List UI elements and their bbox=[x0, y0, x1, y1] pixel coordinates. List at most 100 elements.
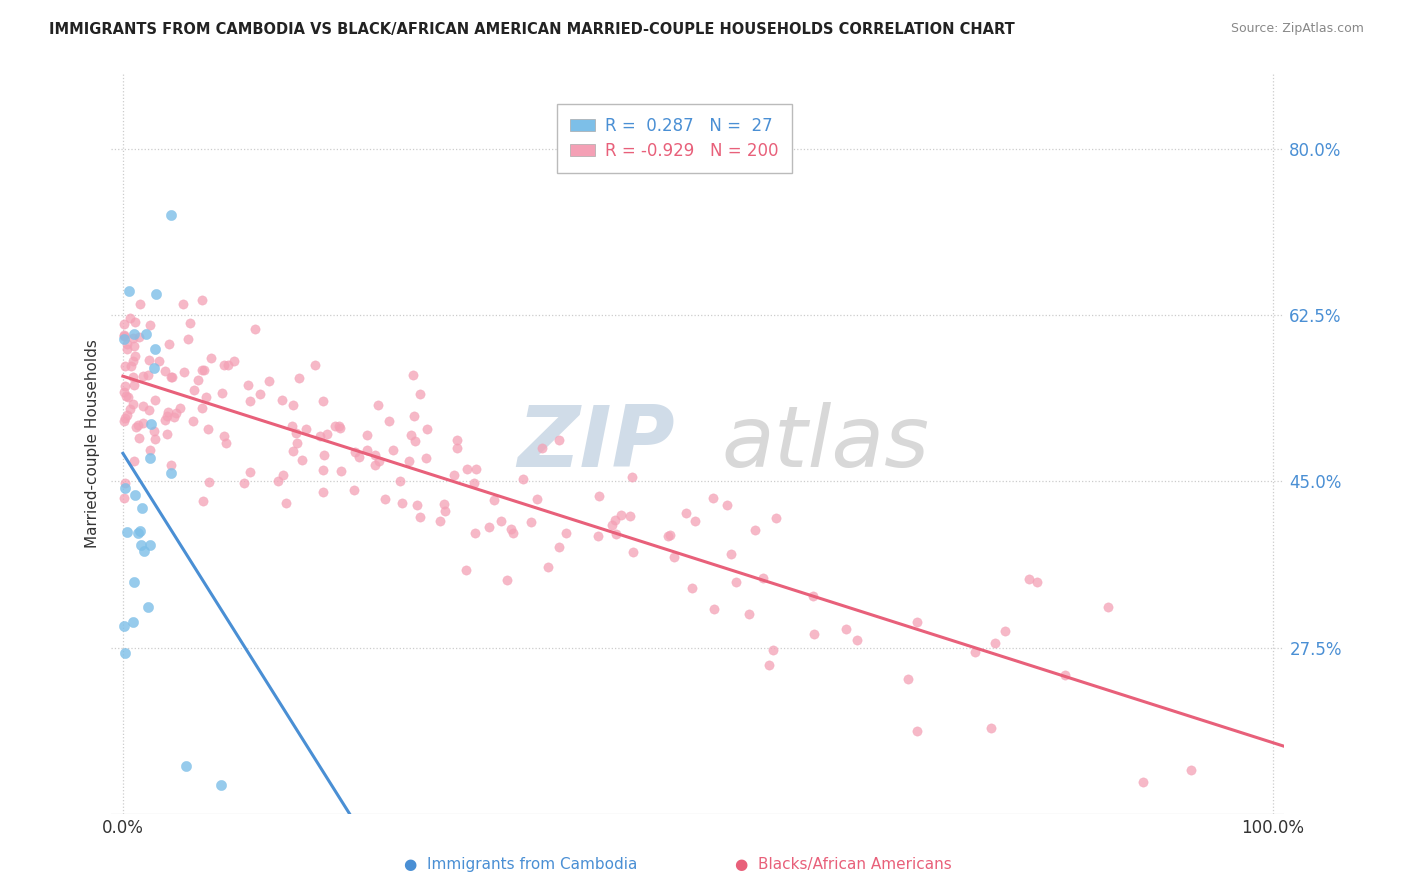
Point bbox=[391, 495, 413, 509]
Point bbox=[121, 615, 143, 629]
Point bbox=[145, 342, 167, 356]
Point bbox=[257, 374, 280, 388]
Point bbox=[127, 417, 149, 432]
Point bbox=[198, 475, 221, 489]
Point bbox=[312, 463, 335, 477]
Point bbox=[402, 368, 425, 382]
Point bbox=[124, 315, 146, 329]
Point bbox=[312, 448, 335, 462]
Point bbox=[702, 491, 724, 505]
Point bbox=[980, 721, 1002, 735]
Point bbox=[415, 450, 437, 465]
Point bbox=[446, 433, 468, 447]
Point bbox=[364, 448, 387, 462]
Point bbox=[156, 427, 179, 442]
Point bbox=[738, 607, 761, 621]
Point bbox=[143, 433, 166, 447]
Point bbox=[115, 342, 138, 356]
Point bbox=[905, 724, 928, 739]
Point bbox=[603, 513, 626, 527]
Point bbox=[443, 467, 465, 482]
Point bbox=[288, 371, 311, 385]
Point bbox=[398, 453, 420, 467]
Point bbox=[720, 547, 742, 561]
Point bbox=[125, 420, 148, 434]
Point bbox=[122, 326, 145, 341]
Point bbox=[131, 500, 153, 515]
Point bbox=[122, 354, 145, 368]
Point bbox=[285, 436, 308, 450]
Point bbox=[160, 370, 183, 384]
Point bbox=[316, 427, 339, 442]
Point bbox=[112, 384, 135, 399]
Point bbox=[155, 364, 177, 378]
Point bbox=[343, 483, 366, 497]
Point bbox=[368, 454, 391, 468]
Point bbox=[169, 401, 191, 415]
Point bbox=[115, 408, 138, 422]
Point bbox=[724, 575, 747, 590]
Point bbox=[114, 388, 136, 402]
Point bbox=[330, 464, 353, 478]
Point bbox=[803, 626, 825, 640]
Point bbox=[356, 442, 378, 457]
Point bbox=[548, 433, 571, 447]
Point bbox=[139, 443, 162, 458]
Point bbox=[274, 496, 297, 510]
Text: ●  Immigrants from Cambodia: ● Immigrants from Cambodia bbox=[404, 857, 637, 872]
Point bbox=[124, 349, 146, 363]
Point bbox=[347, 450, 370, 464]
Point bbox=[148, 354, 170, 368]
Point bbox=[197, 422, 219, 436]
Point bbox=[160, 209, 183, 223]
Point bbox=[983, 635, 1005, 649]
Point bbox=[193, 363, 215, 377]
Point bbox=[157, 337, 180, 351]
Point bbox=[145, 287, 167, 301]
Point bbox=[758, 657, 780, 672]
Point bbox=[200, 351, 222, 366]
Point bbox=[658, 528, 681, 542]
Point bbox=[118, 402, 141, 417]
Point bbox=[136, 600, 159, 615]
Point bbox=[114, 481, 136, 495]
Point bbox=[142, 360, 165, 375]
Point bbox=[356, 427, 378, 442]
Point bbox=[138, 352, 160, 367]
Point bbox=[752, 571, 775, 585]
Point bbox=[173, 365, 195, 379]
Point bbox=[122, 339, 145, 353]
Point bbox=[605, 526, 627, 541]
Point bbox=[160, 467, 183, 481]
Legend: R =  0.287   N =  27, R = -0.929   N = 200: R = 0.287 N = 27, R = -0.929 N = 200 bbox=[557, 103, 792, 173]
Point bbox=[281, 419, 304, 434]
Point bbox=[129, 524, 152, 538]
Point bbox=[537, 559, 560, 574]
Point bbox=[548, 540, 571, 554]
Point bbox=[620, 470, 643, 484]
Point bbox=[683, 514, 706, 528]
Point bbox=[118, 311, 141, 326]
Point bbox=[464, 461, 486, 475]
Point bbox=[762, 642, 785, 657]
Point bbox=[122, 574, 145, 589]
Point bbox=[382, 443, 405, 458]
Point bbox=[157, 405, 180, 419]
Point bbox=[118, 285, 141, 299]
Point bbox=[273, 468, 295, 483]
Point bbox=[433, 497, 456, 511]
Point bbox=[897, 672, 920, 686]
Point bbox=[215, 436, 238, 450]
Point bbox=[209, 779, 232, 793]
Point bbox=[128, 297, 150, 311]
Point bbox=[1018, 572, 1040, 586]
Point bbox=[621, 545, 644, 559]
Point bbox=[139, 417, 162, 431]
Point bbox=[994, 624, 1017, 639]
Point bbox=[172, 296, 194, 310]
Point bbox=[1053, 667, 1076, 681]
Point bbox=[456, 462, 478, 476]
Point bbox=[1026, 574, 1049, 589]
Point bbox=[135, 326, 157, 341]
Point bbox=[1132, 774, 1154, 789]
